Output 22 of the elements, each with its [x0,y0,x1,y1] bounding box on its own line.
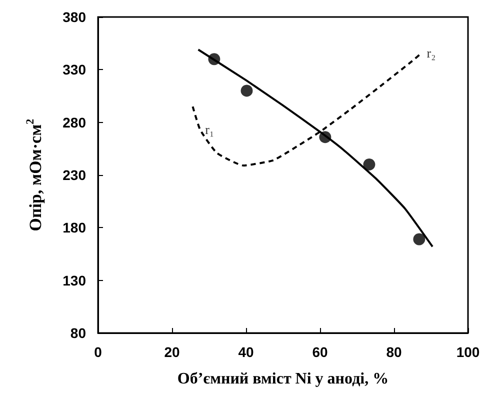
point [319,131,332,144]
y-tick-label: 180 [62,220,86,236]
x-axis-title: Об’ємний вміст Ni у аноді, % [177,370,389,388]
y-tick-label: 280 [62,114,86,130]
y-axis-title: Опір, мОм·см2 [24,118,45,232]
x-tick-label: 40 [238,344,254,360]
point [240,84,253,97]
y-tick-label: 380 [62,9,86,25]
x-tick-label: 60 [312,344,328,360]
x-tick-label: 100 [456,344,480,360]
annotation: r₂ [426,45,436,60]
x-tick-label: 20 [164,344,180,360]
annotation: r₁ [205,122,214,138]
y-tick-label: 230 [62,167,86,183]
point [363,158,376,170]
x-tick-label: 80 [386,344,402,360]
y-tick-label: 130 [62,272,86,288]
x-tick-label: 0 [94,344,102,360]
point [413,233,426,246]
y-tick-label: 80 [70,325,86,341]
y-tick-label: 330 [62,62,86,78]
point [208,53,220,66]
